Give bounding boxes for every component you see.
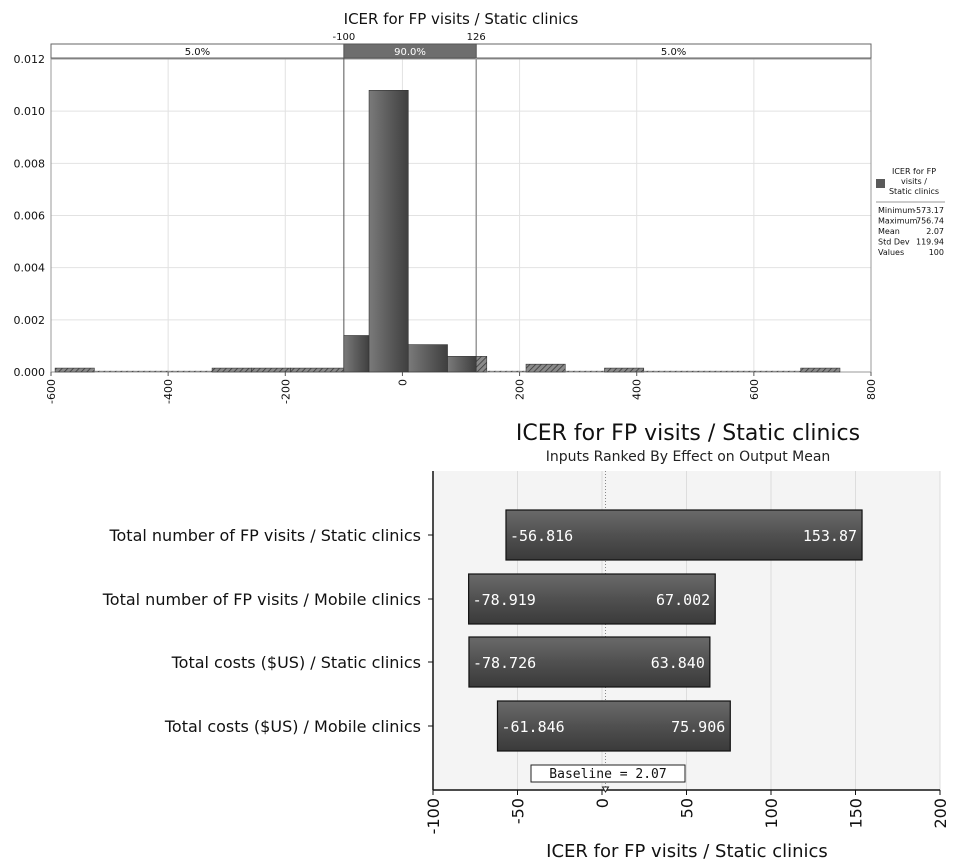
legend-stat-label: Maximum: [878, 217, 918, 226]
baseline-marker: Baseline = 2.07: [530, 764, 686, 793]
histogram-y-axis: 0.000 0.002 0.004 0.006 0.008 0.010 0.012: [14, 53, 46, 379]
histogram-bar: [525, 363, 566, 373]
histogram-y-tick-label: 0.010: [14, 105, 46, 118]
tornado-bar-high-label: 63.840: [651, 654, 705, 672]
histogram-x-tick-label: -400: [162, 379, 175, 404]
percentile-upper-value: 126: [467, 32, 486, 43]
tornado-x-tick-label: 50: [678, 798, 697, 818]
histogram-x-tick-label: 0: [396, 379, 409, 386]
percentile-band: 5.0% 90.0% 5.0% -100 126: [50, 32, 872, 372]
histogram-bar: [604, 367, 645, 373]
legend-stat-value: 100: [929, 248, 944, 257]
legend-stat-label: Std Dev: [878, 238, 910, 247]
histogram-x-tick-label: 400: [631, 379, 644, 400]
histogram-bar: [800, 367, 841, 373]
legend-stat-value: 119.94: [916, 238, 944, 247]
baseline-label-box: [530, 764, 686, 783]
histogram-grid: [50, 58, 872, 373]
tornado-x-axis: -100 -50 0 50 100 150 200: [424, 790, 950, 834]
histogram-y-tick-label: 0.002: [14, 314, 46, 327]
tornado-bar: [468, 573, 716, 625]
histogram-x-tick-label: 800: [865, 379, 878, 400]
histogram-bar: [368, 90, 409, 373]
tornado-bar-low-label: -78.726: [473, 654, 536, 672]
histogram-title: ICER for FP visits / Static clinics: [344, 10, 579, 28]
percentile-band-middle: [343, 43, 477, 59]
percentile-band-middle-label: 90.0%: [394, 47, 426, 58]
tornado-bars: -56.816 153.87 -78.919 67.002 -78.726 63.840 -…: [468, 509, 863, 752]
histogram-bar: [172, 370, 213, 372]
tornado-category-label: Total number of FP visits / Mobile clini…: [102, 590, 421, 609]
percentile-band-right-label: 5.0%: [661, 47, 686, 58]
tornado-x-tick-label: -100: [424, 798, 443, 834]
percentile-band-left-label: 5.0%: [185, 47, 210, 58]
histogram-legend: ICER for FP visits / Static clinics Minimum…: [876, 167, 945, 257]
tornado-title: ICER for FP visits / Static clinics: [516, 421, 860, 446]
tornado-subtitle: Inputs Ranked By Effect on Output Mean: [546, 449, 831, 465]
histogram-y-tick-label: 0.008: [14, 157, 46, 170]
tornado-bar-low-label: -56.816: [510, 527, 573, 545]
tornado-bar-low-label: -61.846: [501, 718, 564, 736]
histogram-bar: [343, 335, 370, 373]
legend-stat-value: 756.74: [916, 217, 944, 226]
histogram-bar: [722, 370, 801, 372]
baseline-marker-arrow: [601, 786, 610, 793]
histogram-bar: [94, 370, 173, 372]
tornado-category-label: Total costs ($US) / Mobile clinics: [164, 717, 421, 736]
histogram-x-tick-label: 200: [514, 379, 527, 400]
tornado-bar: [496, 700, 731, 752]
legend-stat-label: Mean: [878, 227, 900, 236]
percentile-lower-value: -100: [333, 32, 356, 43]
histogram-bar: [251, 367, 291, 373]
tornado-x-tick-label: 150: [847, 798, 866, 829]
histogram-y-tick-label: 0.004: [14, 262, 46, 275]
histogram-chart: ICER for FP visits / Static clinics 5.0%…: [14, 10, 945, 404]
tornado-bar-high-label: 153.87: [803, 527, 857, 545]
tornado-category-label: Total number of FP visits / Static clini…: [108, 526, 421, 545]
tornado-x-tick-label: 200: [931, 798, 950, 829]
tornado-category-label: Total costs ($US) / Static clinics: [171, 653, 421, 672]
legend-stat-value: 2.07: [926, 227, 944, 236]
histogram-x-axis: -600 -400 -200 0 200 400 600 800: [45, 372, 878, 404]
histogram-x-tick-label: -600: [45, 379, 58, 404]
histogram-bar: [447, 356, 477, 373]
histogram-bar: [290, 367, 345, 373]
tornado-x-axis-label: ICER for FP visits / Static clinics: [546, 841, 828, 862]
histogram-bar: [407, 344, 448, 373]
histogram-y-tick-label: 0.012: [14, 53, 46, 66]
histogram-bars: [54, 90, 841, 373]
legend-series-name: ICER for FP visits / Static clinics: [889, 167, 939, 196]
histogram-bar: [486, 370, 527, 372]
histogram-bar: [54, 367, 95, 373]
histogram-y-tick-label: 0.000: [14, 366, 46, 379]
tornado-category-labels: Total number of FP visits / Static clini…: [102, 526, 433, 736]
histogram-bar: [211, 367, 252, 373]
histogram-bar: [475, 356, 488, 373]
tornado-x-tick-label: -50: [509, 798, 528, 824]
histogram-bar: [643, 370, 723, 372]
tornado-bar: [468, 636, 711, 688]
histogram-bar: [565, 370, 605, 372]
tornado-x-tick-label: 100: [762, 798, 781, 829]
tornado-bar: [505, 509, 863, 561]
tornado-bar-high-label: 75.906: [671, 718, 725, 736]
baseline-label: Baseline = 2.07: [549, 767, 666, 782]
legend-stat-label: Values: [878, 248, 904, 257]
legend-swatch: [876, 179, 885, 188]
legend-stat-value: -573.17: [913, 206, 944, 215]
legend-stat-label: Minimum: [878, 206, 915, 215]
tornado-bar-high-label: 67.002: [656, 591, 710, 609]
tornado-x-tick-label: 0: [593, 798, 612, 808]
histogram-x-tick-label: 600: [748, 379, 761, 400]
tornado-bar-low-label: -78.919: [473, 591, 536, 609]
histogram-x-tick-label: -200: [279, 379, 292, 404]
tornado-chart: ICER for FP visits / Static clinics Inpu…: [102, 421, 950, 862]
histogram-y-tick-label: 0.006: [14, 210, 46, 223]
